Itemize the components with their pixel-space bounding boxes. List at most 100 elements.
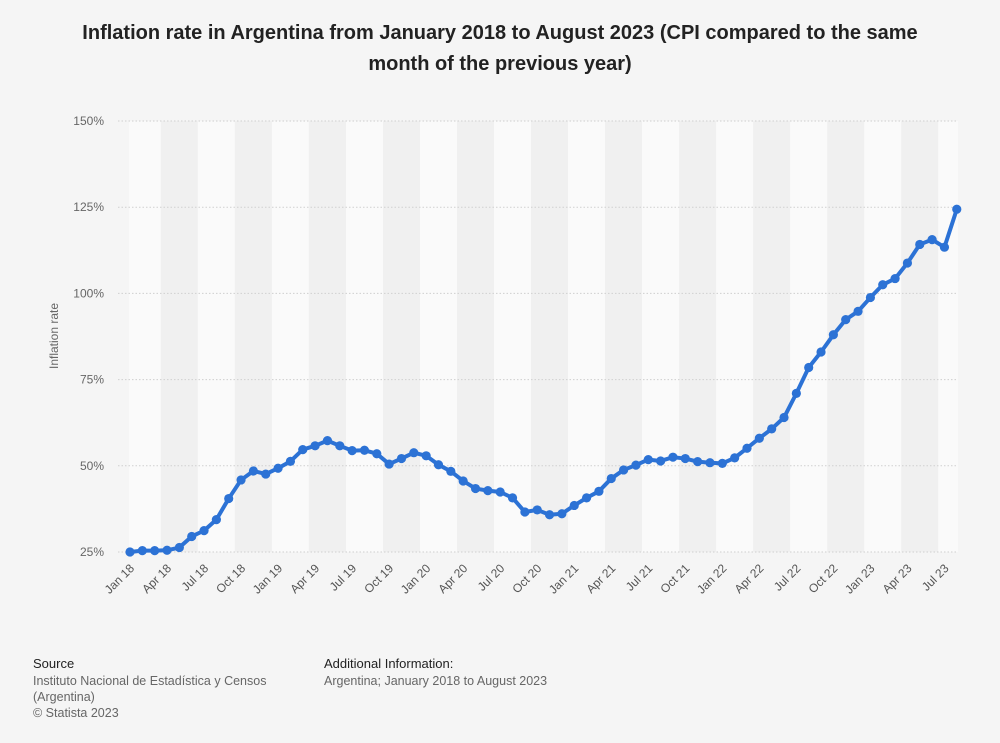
data-point [446, 466, 456, 476]
data-point [730, 453, 740, 463]
data-point [236, 475, 246, 485]
data-point [668, 452, 678, 462]
y-tick-label: 100% [73, 286, 104, 300]
column-band [129, 121, 161, 552]
x-tick-label: Oct 22 [806, 561, 841, 596]
column-bands [129, 121, 958, 552]
column-band [531, 121, 569, 552]
y-tick-label: 75% [80, 373, 104, 387]
x-tick-label: Oct 18 [213, 561, 248, 596]
data-point [915, 239, 925, 250]
x-tick-label: Jul 18 [179, 561, 212, 594]
y-tick-label: 125% [73, 200, 104, 214]
x-tick-label: Jul 21 [623, 561, 656, 594]
data-point [927, 235, 937, 245]
column-band [382, 121, 420, 552]
info-text: Argentina; January 2018 to August 2023 [324, 674, 548, 688]
data-point [952, 204, 962, 214]
x-tick-label: Jul 23 [919, 561, 952, 594]
column-band [938, 121, 958, 552]
x-tick-label: Oct 21 [658, 561, 693, 596]
x-tick-label: Jul 19 [327, 561, 360, 594]
x-tick-label: Apr 19 [287, 561, 322, 596]
series-group [125, 204, 962, 557]
data-point [619, 465, 629, 475]
y-tick-label: 25% [80, 545, 104, 559]
data-point [470, 483, 481, 494]
column-band [716, 121, 754, 552]
x-tick-label: Jan 23 [842, 561, 878, 597]
column-band [345, 121, 383, 552]
data-point [865, 292, 876, 303]
data-point [199, 526, 209, 536]
data-point [754, 433, 764, 443]
data-point [878, 280, 888, 290]
data-point [705, 458, 715, 468]
data-point [298, 444, 308, 455]
data-point [224, 493, 234, 504]
column-band [753, 121, 791, 552]
gridlines [118, 120, 958, 553]
data-point [594, 486, 604, 496]
x-tick-label: Apr 21 [583, 561, 618, 596]
data-point [322, 436, 333, 446]
footer-additional-info: Additional Information: Argentina; Janua… [324, 656, 644, 689]
data-point [680, 453, 690, 464]
data-point [828, 330, 838, 340]
x-tick-label: Jan 21 [546, 561, 582, 597]
data-point [285, 456, 296, 466]
data-point [248, 466, 258, 476]
data-point [211, 514, 221, 525]
data-point [396, 453, 407, 464]
x-tick-label: Jan 22 [694, 561, 730, 597]
data-point [816, 347, 826, 357]
line-chart: 25% 50% 75% 100% 125% 150% Jan 18 Apr 18 Jul 18… [47, 114, 962, 597]
data-point [569, 500, 579, 511]
x-tick-label: Jul 22 [771, 561, 804, 594]
chart-title: Inflation rate in Argentina from January… [82, 22, 918, 75]
column-band [494, 121, 532, 552]
data-point [137, 546, 147, 556]
x-tick-label: Apr 18 [139, 561, 174, 596]
x-tick-label: Apr 20 [435, 561, 470, 596]
x-axis-ticks: Jan 18 Apr 18 Jul 18 Oct 18 Jan 19 Apr 19 Jul … [102, 561, 952, 597]
data-point [458, 476, 468, 486]
data-point [372, 449, 382, 459]
data-point [532, 505, 542, 515]
data-point [507, 493, 518, 503]
column-band [679, 121, 717, 552]
data-point [581, 493, 592, 503]
footer-source: Source Instituto Nacional de Estadística… [33, 656, 293, 721]
column-band [197, 121, 235, 552]
data-point [359, 445, 370, 455]
x-tick-label: Oct 20 [509, 561, 544, 596]
data-point [174, 542, 184, 553]
y-axis-label: Inflation rate [47, 303, 61, 369]
y-tick-label: 50% [80, 459, 104, 473]
data-point [631, 460, 641, 470]
column-band [308, 121, 346, 552]
column-band [605, 121, 643, 552]
copyright: © Statista 2023 [33, 706, 119, 720]
source-heading: Source [33, 656, 75, 671]
data-point [273, 463, 283, 473]
y-tick-label: 150% [73, 114, 104, 128]
column-band [790, 121, 828, 552]
data-point [890, 273, 900, 284]
x-tick-label: Jan 20 [398, 561, 434, 597]
data-point [483, 486, 493, 496]
column-band [642, 121, 680, 552]
data-point [804, 362, 814, 373]
column-band [419, 121, 458, 552]
y-axis-ticks: 25% 50% 75% 100% 125% 150% [73, 114, 104, 559]
data-point [606, 473, 616, 484]
data-point [779, 412, 789, 423]
x-tick-label: Jan 19 [250, 561, 286, 597]
data-point [520, 507, 530, 517]
data-point [693, 457, 703, 467]
x-tick-label: Apr 22 [732, 561, 767, 596]
data-point [643, 454, 653, 465]
column-band [568, 121, 606, 552]
info-heading: Additional Information: [324, 656, 454, 671]
data-point [433, 460, 444, 470]
